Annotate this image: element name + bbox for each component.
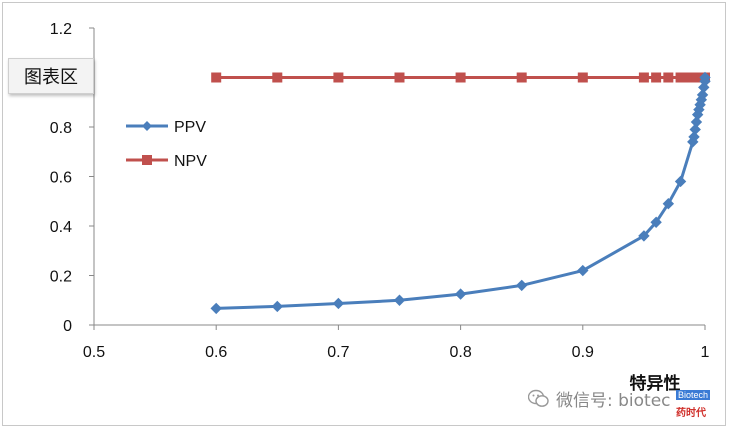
ppv-point [689, 123, 701, 136]
watermark-badge-bottom: 药时代 [676, 408, 706, 419]
watermark-badge: Biotech 药时代 [676, 390, 711, 420]
npv-point [455, 72, 466, 83]
ppv-point [393, 294, 406, 306]
legend-label-ppv: PPV [174, 119, 206, 136]
npv-point [577, 72, 588, 83]
npv-point [516, 72, 527, 83]
ppv-point [650, 216, 662, 228]
x-tick-label: 0.5 [83, 344, 105, 361]
series-line-ppv [216, 77, 707, 310]
legend-marker-ppv [142, 121, 152, 131]
x-tick-label: 1 [701, 344, 710, 361]
npv-point [333, 72, 344, 83]
ppv-point [688, 131, 700, 143]
npv-point [394, 72, 405, 83]
chart-area-frame[interactable] [2, 2, 726, 426]
y-tick-label: 0.4 [50, 219, 72, 236]
ppv-point [699, 71, 711, 84]
ppv-point [638, 230, 650, 242]
y-tick-label: 1.2 [50, 21, 72, 38]
legend-label-npv: NPV [174, 153, 207, 170]
series-npv [211, 72, 710, 83]
tooltip-label: 图表区 [24, 67, 78, 88]
x-tick-label: 0.8 [449, 344, 471, 361]
y-tick-label: 0 [63, 318, 72, 335]
npv-point [675, 72, 686, 83]
ppv-point [696, 89, 709, 101]
x-tick-label: 0.9 [572, 344, 594, 361]
axes: 00.20.40.60.811.20.50.60.70.80.91 [50, 21, 710, 361]
ppv-point [210, 302, 222, 315]
legend: PPV NPV [126, 119, 207, 170]
watermark: 微信号: biotec [528, 386, 671, 411]
npv-point [651, 72, 662, 83]
npv-point [681, 72, 692, 83]
chart-area-tooltip: 图表区 [8, 58, 94, 94]
ppv-point [332, 297, 345, 310]
ppv-point [454, 288, 467, 300]
watermark-badge-top: Biotech [676, 390, 711, 400]
ppv-point [690, 116, 703, 128]
ppv-point [515, 279, 528, 292]
npv-point [638, 72, 649, 83]
x-tick-label: 0.6 [205, 344, 227, 361]
y-tick-label: 0.2 [50, 269, 72, 286]
ppv-point [674, 175, 687, 188]
wechat-icon [528, 389, 549, 407]
x-axis-label: 特异性 [630, 373, 681, 394]
y-tick-label: 0.8 [50, 120, 72, 137]
ppv-point [271, 300, 284, 313]
x-tick-label: 0.7 [327, 344, 349, 361]
ppv-point [662, 198, 675, 210]
y-tick-label: 0.6 [50, 170, 72, 187]
series-layer [210, 71, 711, 315]
ppv-point [577, 264, 589, 277]
npv-point [211, 72, 222, 83]
npv-point [663, 72, 674, 83]
legend-marker-npv [142, 155, 152, 165]
series-ppv [210, 71, 711, 315]
npv-point [272, 72, 283, 83]
watermark-text: 微信号: biotec [556, 391, 671, 411]
